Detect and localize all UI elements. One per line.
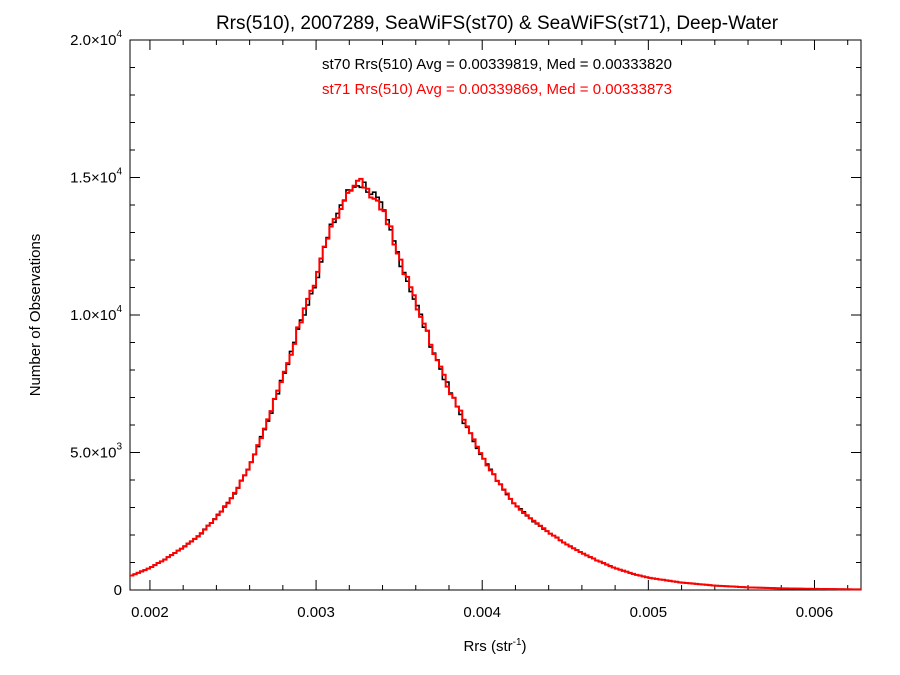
stats-annotation: st71 Rrs(510) Avg = 0.00339869, Med = 0.… — [322, 81, 672, 98]
chart-title: Rrs(510), 2007289, SeaWiFS(st70) & SeaWi… — [216, 13, 779, 34]
x-axis-label: Rrs (str-1) — [463, 637, 526, 655]
x-tick-label: 0.004 — [463, 604, 501, 621]
series-st70-histogram — [130, 181, 861, 591]
stats-annotation: st70 Rrs(510) Avg = 0.00339819, Med = 0.… — [322, 56, 672, 73]
x-tick-label: 0.006 — [796, 604, 834, 621]
x-tick-label: 0.002 — [131, 604, 169, 621]
x-tick-label: 0.005 — [630, 604, 668, 621]
plot-frame — [129, 39, 862, 591]
x-tick-label: 0.003 — [297, 604, 335, 621]
y-axis-label: Number of Observations — [27, 234, 44, 397]
y-tick-label: 1.5×104 — [70, 167, 122, 187]
y-tick-label: 0 — [114, 582, 122, 599]
series-st71-histogram — [130, 177, 861, 591]
y-tick-label: 5.0×103 — [70, 442, 122, 462]
y-tick-label: 2.0×104 — [70, 29, 122, 49]
y-tick-label: 1.0×104 — [70, 304, 122, 324]
